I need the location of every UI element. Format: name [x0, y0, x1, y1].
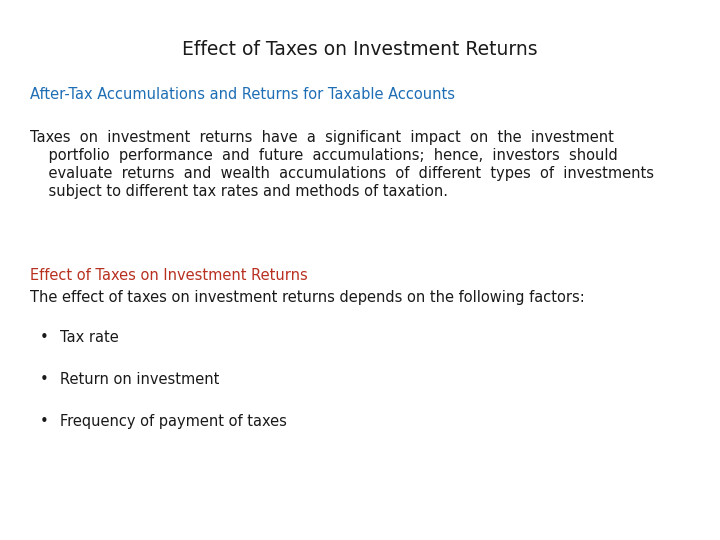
Text: evaluate  returns  and  wealth  accumulations  of  different  types  of  investm: evaluate returns and wealth accumulation…: [30, 166, 654, 181]
Text: Frequency of payment of taxes: Frequency of payment of taxes: [60, 414, 287, 429]
Text: •: •: [40, 414, 49, 429]
Text: Taxes  on  investment  returns  have  a  significant  impact  on  the  investmen: Taxes on investment returns have a signi…: [30, 130, 614, 145]
Text: The effect of taxes on investment returns depends on the following factors:: The effect of taxes on investment return…: [30, 290, 585, 305]
Text: subject to different tax rates and methods of taxation.: subject to different tax rates and metho…: [30, 184, 448, 199]
Text: Effect of Taxes on Investment Returns: Effect of Taxes on Investment Returns: [30, 268, 307, 283]
Text: After-Tax Accumulations and Returns for Taxable Accounts: After-Tax Accumulations and Returns for …: [30, 87, 455, 102]
Text: Effect of Taxes on Investment Returns: Effect of Taxes on Investment Returns: [182, 40, 538, 59]
Text: •: •: [40, 330, 49, 345]
Text: •: •: [40, 372, 49, 387]
Text: portfolio  performance  and  future  accumulations;  hence,  investors  should: portfolio performance and future accumul…: [30, 148, 618, 163]
Text: Tax rate: Tax rate: [60, 330, 119, 345]
Text: Return on investment: Return on investment: [60, 372, 220, 387]
